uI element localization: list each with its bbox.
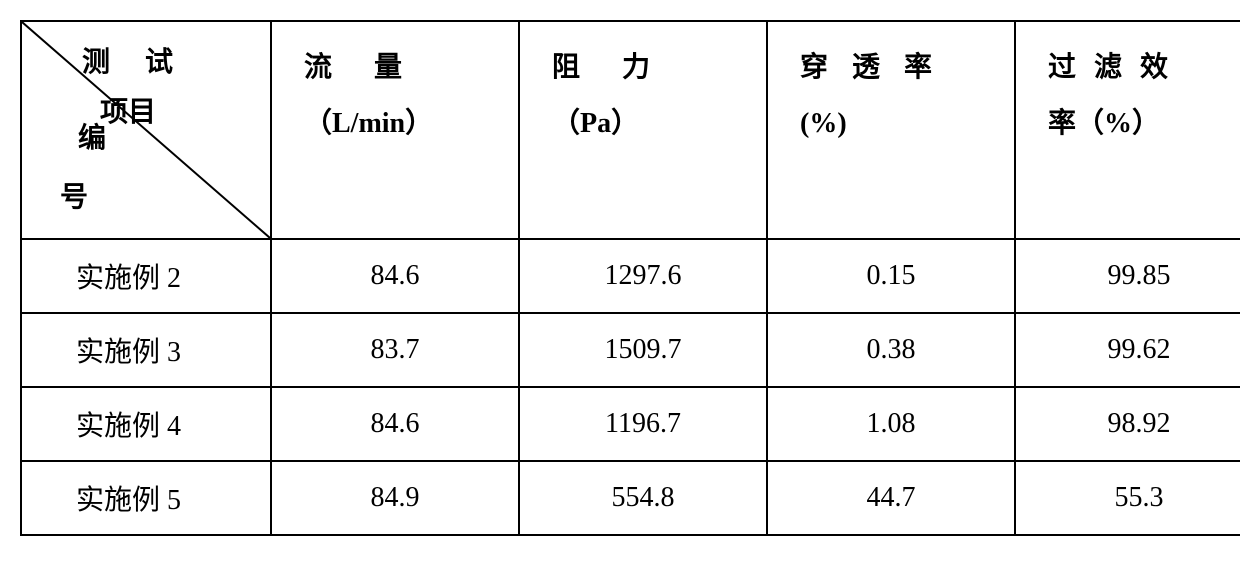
col-header-flow: 流量 （L/min） (271, 21, 519, 239)
cell-value: 1196.7 (519, 387, 767, 461)
table-row: 实施例 2 84.6 1297.6 0.15 99.85 (21, 239, 1240, 313)
col-header-efficiency-label: 过滤效 (1048, 52, 1186, 83)
col-header-flow-unit: （L/min） (304, 108, 433, 139)
diag-bottom-label: 编 号 (42, 110, 106, 228)
diag-top-line2: 项目 (82, 88, 250, 138)
cell-value: 84.9 (271, 461, 519, 535)
cell-value: 84.6 (271, 387, 519, 461)
diag-bot-line2: 号 (42, 169, 106, 228)
col-header-penetration-unit: (%) (800, 108, 847, 139)
col-header-flow-label: 流量 (304, 52, 444, 83)
table-row: 实施例 4 84.6 1196.7 1.08 98.92 (21, 387, 1240, 461)
cell-value: 98.92 (1015, 387, 1240, 461)
cell-value: 1.08 (767, 387, 1015, 461)
row-label: 实施例 3 (21, 313, 271, 387)
cell-value: 55.3 (1015, 461, 1240, 535)
cell-value: 554.8 (519, 461, 767, 535)
diag-bot-line1: 编 (42, 110, 106, 169)
cell-value: 0.38 (767, 313, 1015, 387)
diag-top-line1: 测 试 (82, 38, 250, 88)
diagonal-header-cell: 测 试 项目 编 号 (21, 21, 271, 239)
data-table: 测 试 项目 编 号 流量 （L/min） 阻力 (20, 20, 1240, 536)
col-header-penetration-label: 穿透率 (800, 52, 956, 83)
cell-value: 1297.6 (519, 239, 767, 313)
header-row: 测 试 项目 编 号 流量 （L/min） 阻力 (21, 21, 1240, 239)
col-header-resistance-label: 阻力 (552, 52, 692, 83)
table-row: 实施例 3 83.7 1509.7 0.38 99.62 (21, 313, 1240, 387)
cell-value: 99.62 (1015, 313, 1240, 387)
row-label: 实施例 2 (21, 239, 271, 313)
table-container: 测 试 项目 编 号 流量 （L/min） 阻力 (0, 0, 1240, 572)
cell-value: 84.6 (271, 239, 519, 313)
row-label: 实施例 4 (21, 387, 271, 461)
cell-value: 99.85 (1015, 239, 1240, 313)
col-header-efficiency-unit: 率（%） (1048, 108, 1160, 139)
cell-value: 0.15 (767, 239, 1015, 313)
cell-value: 83.7 (271, 313, 519, 387)
cell-value: 44.7 (767, 461, 1015, 535)
col-header-efficiency: 过滤效 率（%） (1015, 21, 1240, 239)
cell-value: 1509.7 (519, 313, 767, 387)
row-label: 实施例 5 (21, 461, 271, 535)
col-header-resistance-unit: （Pa） (552, 108, 639, 139)
diag-top-label: 测 试 项目 (82, 38, 250, 139)
col-header-resistance: 阻力 （Pa） (519, 21, 767, 239)
table-row: 实施例 5 84.9 554.8 44.7 55.3 (21, 461, 1240, 535)
col-header-penetration: 穿透率 (%) (767, 21, 1015, 239)
